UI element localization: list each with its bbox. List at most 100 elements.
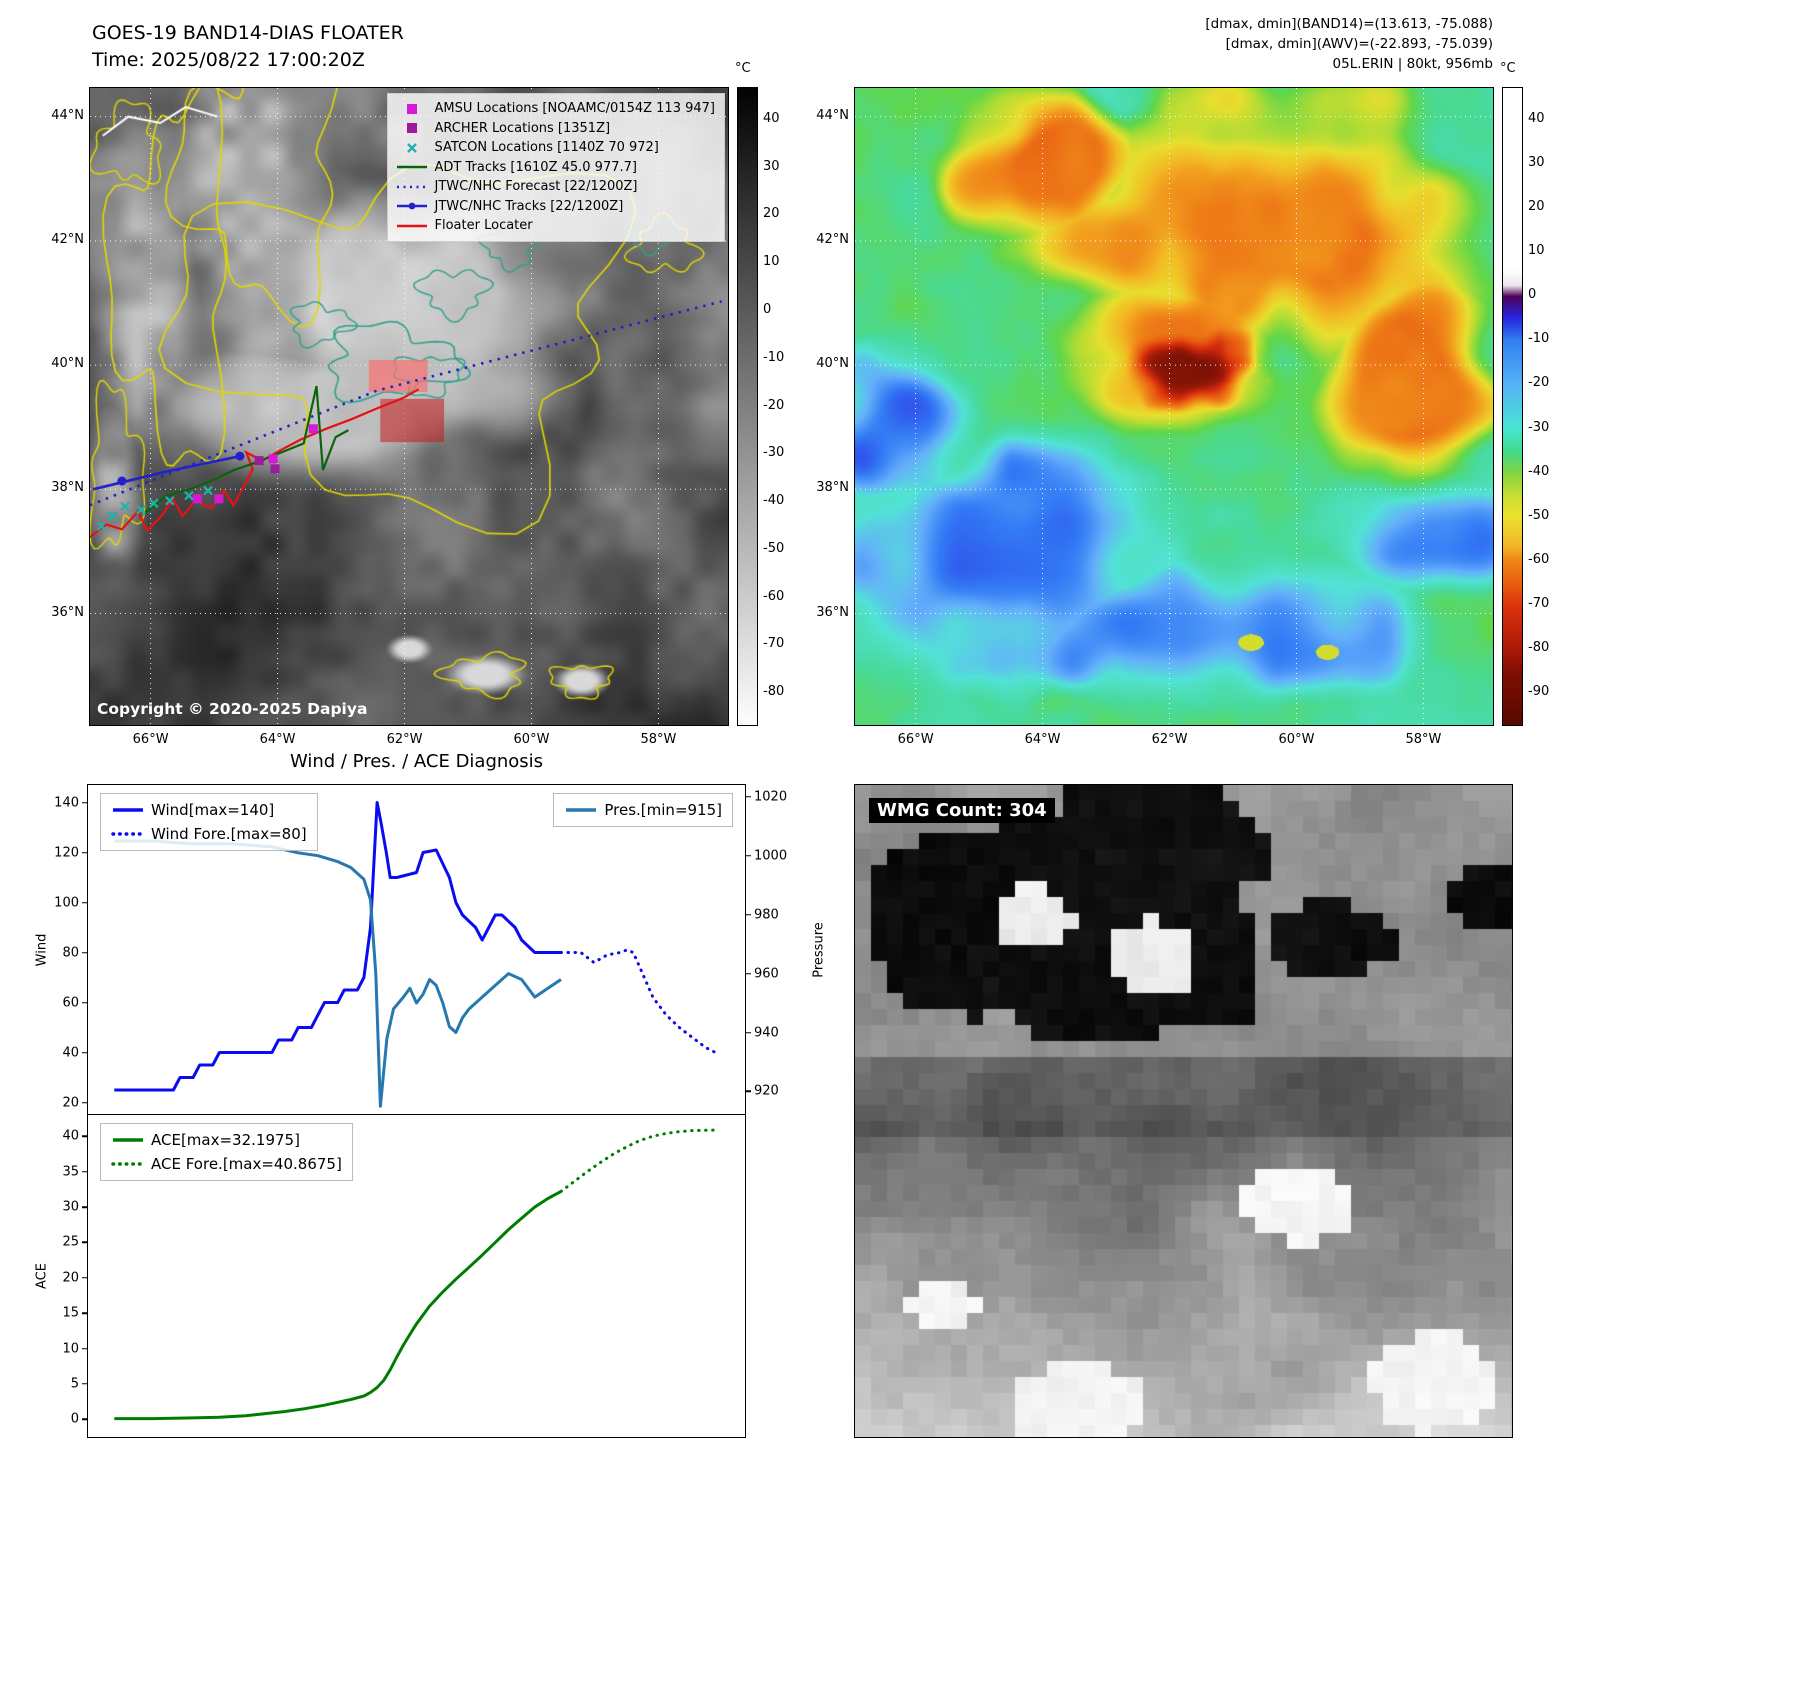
satcon-location-marker	[164, 495, 175, 506]
y2-tick-label: 980	[754, 907, 779, 923]
colorbar-tick-label: -60	[763, 588, 785, 604]
legend-entry: ACE Fore.[max=40.8675]	[111, 1152, 342, 1176]
y-tick-mark	[82, 1170, 88, 1173]
y-tick-mark	[82, 1001, 88, 1004]
legend-label: Wind Fore.[max=80]	[151, 825, 307, 843]
lon-tick-label: 64°W	[1024, 732, 1061, 747]
colorbar-tick-label: -10	[1528, 331, 1550, 347]
legend-entry: Floater Locater	[395, 216, 715, 236]
goes-colorbar-gradient	[738, 88, 757, 725]
y-tick-mark	[82, 1051, 88, 1054]
jtwc-track-point	[235, 451, 245, 461]
awv-colorbar-gradient	[1503, 88, 1522, 725]
awv-colorbar: °C 40 30 20 10 0 -10 -20 -30 -40 -50 -60 -70 -80 -90	[1500, 61, 1549, 726]
awv-colorbar-unit: °C	[1500, 61, 1516, 76]
wmg-panel: WMG Count: 304	[854, 784, 1513, 1438]
storm-stats-header: [dmax, dmin](BAND14)=(13.613, -75.088) […	[1205, 14, 1493, 74]
y-tick-label: 40	[62, 1045, 79, 1060]
dotted-line-icon	[111, 827, 145, 841]
colorbar-tick-label: 30	[763, 158, 780, 174]
line-icon	[564, 803, 598, 817]
y-tick-label: 60	[62, 995, 79, 1010]
lat-tick-label: 40°N	[51, 356, 84, 372]
satcon-location-marker	[149, 498, 159, 509]
lat-tick-label: 44°N	[816, 107, 849, 123]
y-tick-label: 80	[62, 945, 79, 960]
legend-entry: JTWC/NHC Tracks [22/1200Z]	[395, 197, 715, 217]
legend-entry: ARCHER Locations [1351Z]	[395, 119, 715, 139]
colorbar-tick-label: -70	[1528, 595, 1550, 611]
colorbar-tick-label: -50	[1528, 507, 1550, 523]
goes-title: GOES-19 BAND14-DIAS FLOATER	[92, 22, 404, 44]
lon-tick-label: 58°W	[1405, 732, 1442, 747]
legend-entry: Pres.[min=915]	[564, 798, 722, 822]
ace-chart: ACE 0 5 10 15 20 25 30 35 40 ACE[max=32.1975] ACE …	[35, 1114, 746, 1438]
lat-tick-label: 36°N	[816, 604, 849, 620]
y-tick-mark	[82, 851, 88, 854]
dotted-line-icon	[111, 1157, 145, 1171]
y2-tick-mark	[745, 796, 751, 798]
legend-entry: SATCON Locations [1140Z 70 972]	[395, 138, 715, 158]
chart-legend: Pres.[min=915]	[553, 793, 733, 827]
dmax-dmin-band14: [dmax, dmin](BAND14)=(13.613, -75.088)	[1205, 16, 1493, 32]
colorbar-tick-label: -30	[1528, 419, 1550, 435]
colorbar-tick-label: -20	[763, 397, 785, 413]
colorbar-tick-label: 20	[1528, 199, 1545, 215]
color-ir-map: [dmax, dmin](BAND14)=(13.613, -75.088) […	[816, 16, 1549, 747]
line-dot-marker-icon	[395, 199, 429, 213]
y-tick-label: 5	[70, 1376, 79, 1392]
y-tick-mark	[82, 1135, 88, 1137]
wind-pres-series	[114, 839, 562, 1108]
y-tick-label: 40	[62, 1128, 79, 1144]
color-ir-image	[855, 88, 1493, 725]
ace-series	[114, 1190, 562, 1421]
legend-entry: ACE[max=32.1975]	[111, 1128, 342, 1152]
legend-entry: Wind[max=140]	[111, 798, 307, 822]
legend-entry: AMSU Locations [NOAAMC/0154Z 113 947]	[395, 99, 715, 119]
satcon-location-marker	[184, 490, 194, 501]
lat-tick-label: 40°N	[816, 356, 849, 372]
y2-tick-mark	[745, 1090, 751, 1093]
line-icon	[111, 803, 145, 817]
colorbar-tick-label: 40	[1528, 110, 1545, 126]
floater-locater-line	[90, 388, 420, 538]
dotted-marker-icon	[395, 180, 429, 194]
storm-id-intensity: 05L.ERIN | 80kt, 956mb	[1332, 56, 1493, 72]
chart-legend: Wind[max=140] Wind Fore.[max=80]	[100, 793, 318, 851]
colorbar-tick-label: 40	[763, 110, 780, 126]
lon-tick-label: 62°W	[386, 732, 423, 747]
colorbar-tick-label: -30	[763, 445, 785, 461]
archer-location-marker	[254, 456, 264, 466]
ace-axis-label: ACE	[34, 1263, 50, 1289]
floater-highlight-area	[368, 359, 428, 392]
colorbar-tick-label: -80	[1528, 640, 1550, 656]
y-tick-mark	[82, 1241, 88, 1244]
wind-pres-series	[559, 948, 717, 1054]
legend-label: ACE Fore.[max=40.8675]	[151, 1155, 342, 1173]
y-tick-label: 30	[62, 1199, 79, 1215]
archer-location-marker	[270, 464, 280, 474]
wmg-count-label: WMG Count: 304	[869, 798, 1055, 823]
line-marker-icon	[395, 219, 429, 233]
goes-overlay	[90, 88, 728, 725]
dmax-dmin-awv: [dmax, dmin](AWV)=(-22.893, -75.039)	[1225, 36, 1493, 52]
square-marker-icon	[395, 121, 429, 135]
line-icon	[111, 1133, 145, 1147]
lon-tick-label: 60°W	[1278, 732, 1315, 747]
goes-time: Time: 2025/08/22 17:00:20Z	[92, 49, 365, 71]
y2-tick-label: 1020	[754, 789, 788, 805]
lat-tick-label: 38°N	[51, 480, 84, 496]
colorbar-tick-label: -20	[1528, 375, 1550, 391]
wind-pres-series	[114, 801, 561, 1092]
y2-tick-mark	[745, 854, 751, 857]
lon-tick-label: 60°W	[513, 732, 550, 747]
y-tick-label: 15	[62, 1305, 79, 1321]
y-tick-mark	[82, 901, 88, 904]
wind-pressure-chart: Wind / Pres. / ACE Diagnosis Wind Pressu…	[35, 751, 827, 1116]
legend-label: ACE[max=32.1975]	[151, 1131, 300, 1149]
y-tick-label: 140	[54, 795, 79, 810]
lon-tick-label: 58°W	[640, 732, 677, 747]
lat-tick-label: 36°N	[51, 604, 84, 620]
ace-plot	[114, 1128, 721, 1421]
